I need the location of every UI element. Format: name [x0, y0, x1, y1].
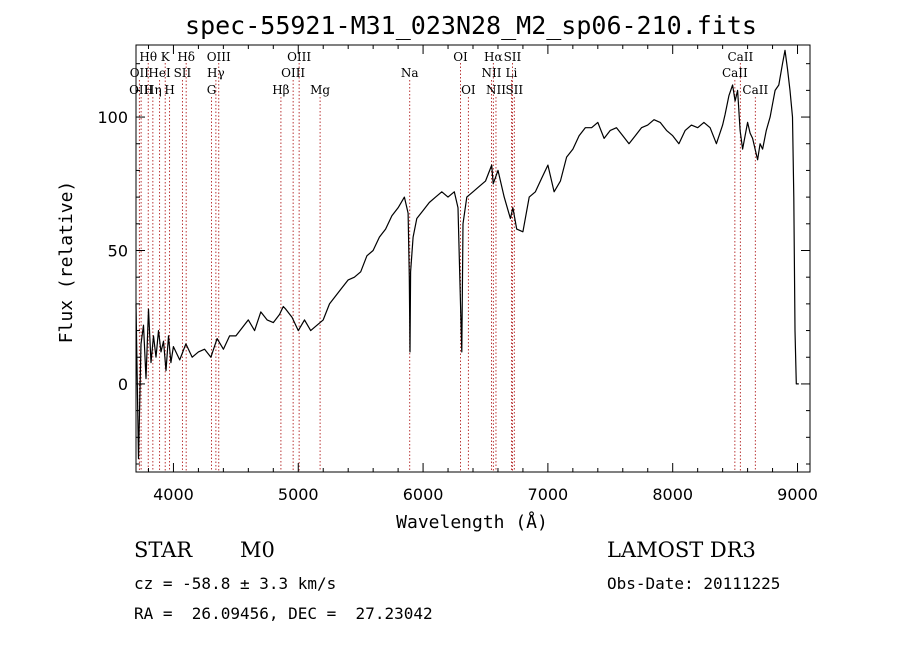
line-label-17: OI — [453, 50, 468, 64]
line-label-6: SII — [174, 66, 192, 80]
line-label-7: H — [164, 83, 174, 97]
line-label-21: NII — [481, 66, 501, 80]
plot-frame — [135, 44, 811, 473]
x-tick-label-2: 6000 — [403, 485, 444, 504]
line-label-25: CaII — [727, 50, 753, 64]
y-axis-ticks: 0 50 100 — [97, 63, 810, 465]
line-label-10: Hγ — [207, 66, 225, 80]
coordinates: RA = 26.09456, DEC = 27.23042 — [134, 604, 433, 623]
x-tick-label-0: 4000 — [153, 485, 194, 504]
line-label-4: HeI — [148, 66, 171, 80]
object-subclass: M0 — [240, 538, 275, 562]
x-tick-label-4: 8000 — [652, 485, 693, 504]
x-tick-label-5: 9000 — [777, 485, 818, 504]
observation-date: Obs-Date: 20111225 — [607, 574, 781, 593]
line-label-16: Na — [401, 66, 419, 80]
line-label-2: OIII — [129, 83, 153, 97]
line-label-3: K — [161, 50, 171, 64]
x-tick-label-3: 7000 — [528, 485, 569, 504]
x-axis-ticks: 4000 5000 6000 7000 8000 9000 — [147, 45, 818, 504]
redshift-cz: cz = -58.8 ± 3.3 km/s — [134, 574, 337, 593]
line-label-27: CaII — [742, 83, 768, 97]
line-label-1: OII — [130, 66, 150, 80]
survey-name: LAMOST DR3 — [607, 538, 756, 562]
x-tick-label-1: 5000 — [278, 485, 319, 504]
line-label-14: Hβ — [272, 83, 289, 97]
line-label-26: CaII — [722, 66, 748, 80]
line-label-13: OIII — [281, 66, 305, 80]
line-label-0: Hθ — [139, 50, 157, 64]
line-label-20: SII — [504, 50, 522, 64]
spectrum-line — [135, 49, 799, 460]
chart-title: spec-55921-M31_023N28_M2_sp06-210.fits — [185, 11, 757, 40]
y-tick-label-0: 0 — [118, 375, 128, 394]
line-label-24: SII — [505, 83, 523, 97]
line-label-9: OIII — [207, 50, 231, 64]
emission-line-markers — [138, 63, 756, 472]
line-label-15: Mg — [310, 83, 330, 97]
x-axis-label: Wavelength (Å) — [396, 511, 548, 533]
line-label-8: Hδ — [177, 50, 195, 64]
line-label-22: Li — [506, 66, 518, 80]
y-axis-label: Flux (relative) — [56, 181, 77, 344]
object-class: STAR — [134, 538, 193, 562]
line-label-11: G — [207, 83, 217, 97]
line-label-5: Hη — [144, 83, 162, 97]
line-label-23: NII — [486, 83, 506, 97]
line-label-19: Hα — [484, 50, 503, 64]
y-tick-label-1: 50 — [108, 241, 128, 260]
y-tick-label-2: 100 — [97, 108, 128, 127]
line-label-12: OIII — [287, 50, 311, 64]
line-label-18: OI — [461, 83, 476, 97]
